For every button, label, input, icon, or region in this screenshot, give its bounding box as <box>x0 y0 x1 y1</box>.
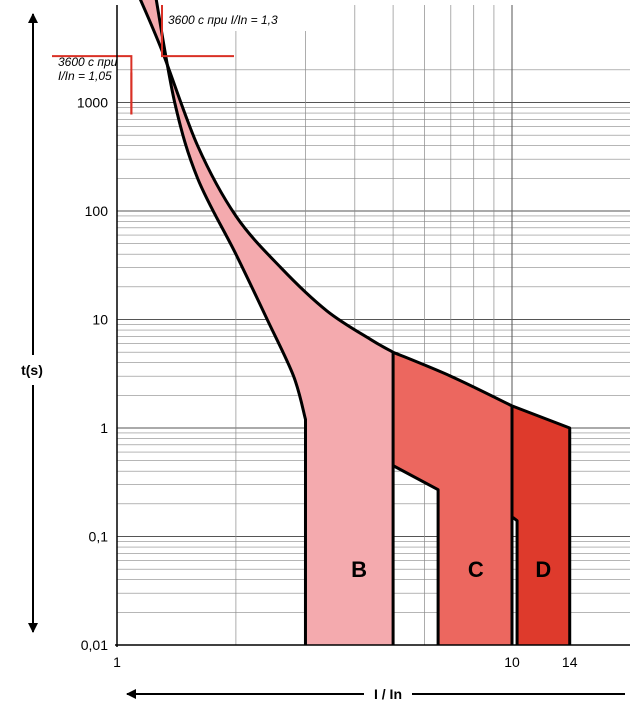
curve-label-b: B <box>351 557 367 582</box>
annotation-text-1-3: 3600 с при I/In = 1,3 <box>168 13 278 27</box>
curve-lower-d <box>511 516 519 645</box>
annotation-background <box>158 5 344 31</box>
y-tick-label: 100 <box>85 203 109 219</box>
labels: t(s) I / In 1000 100 10 1 0,1 0,01 1 10 14 B C D <box>21 95 578 703</box>
y-tick-label: 1000 <box>77 95 108 111</box>
curve-upper-d <box>511 404 572 645</box>
annotation-text-1-05-line2: I/In = 1,05 <box>58 69 112 83</box>
y-tick-label: 0,01 <box>81 637 108 653</box>
bands <box>140 0 570 645</box>
x-tick-label: 1 <box>113 654 121 670</box>
curve-lower-c <box>392 464 440 645</box>
curve-lower-b <box>154 0 307 646</box>
x-tick-label: 14 <box>562 654 578 670</box>
curve-upper-c <box>392 350 513 408</box>
annotation-text-1-05: 3600 с при <box>58 55 118 69</box>
band-d <box>512 405 570 645</box>
y-tick-label: 10 <box>92 312 108 328</box>
x-axis-label: I / In <box>374 686 402 702</box>
y-tick-label: 0,1 <box>89 529 109 545</box>
x-tick-label: 10 <box>504 654 520 670</box>
outlines <box>138 0 572 646</box>
axes <box>28 5 630 699</box>
band-c <box>393 352 512 645</box>
curve-label-c: C <box>468 557 484 582</box>
annotation-line-1-3 <box>161 5 235 58</box>
y-axis-label: t(s) <box>21 362 43 378</box>
curve-label-d: D <box>535 557 551 582</box>
y-tick-label: 1 <box>100 420 108 436</box>
